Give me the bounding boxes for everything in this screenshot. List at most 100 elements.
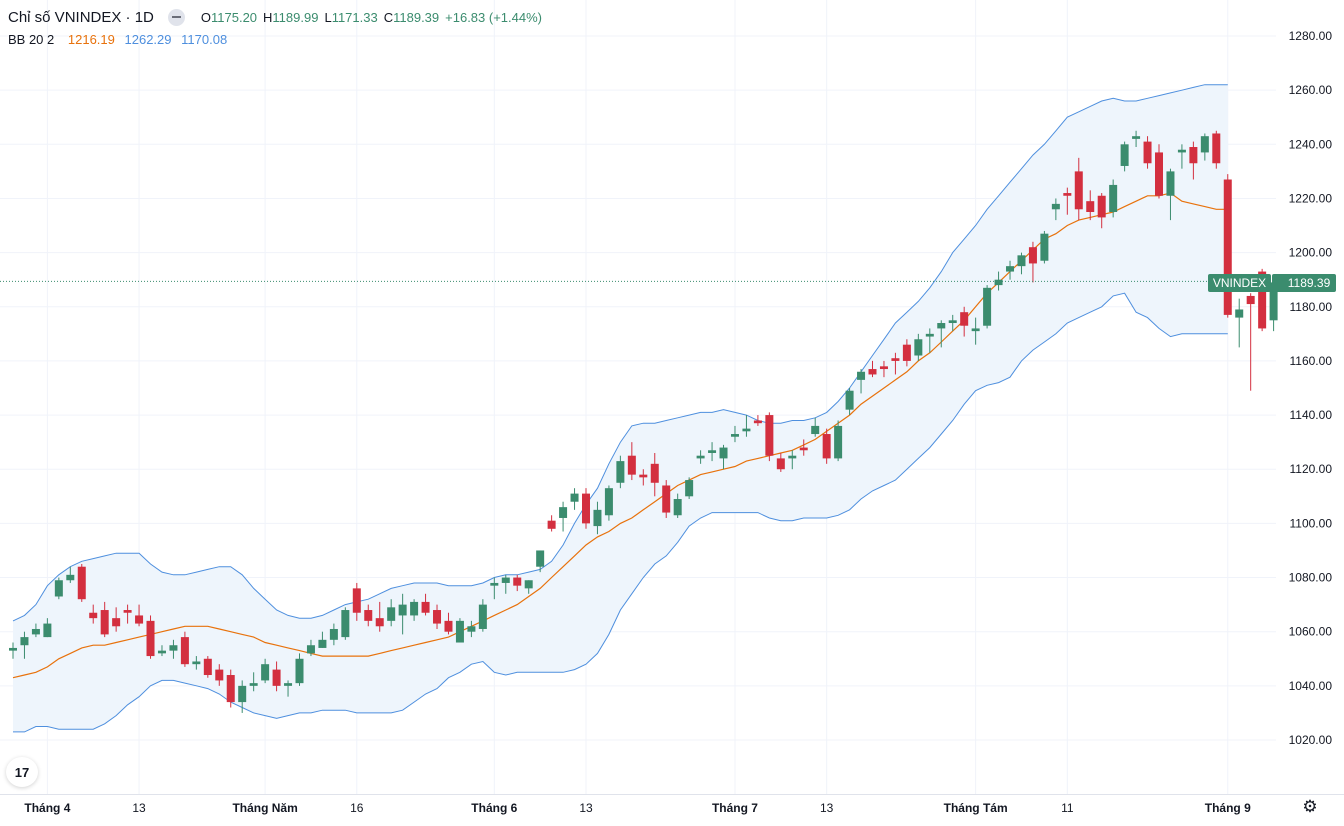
candle-body [410, 601, 419, 616]
candle-body [708, 450, 717, 453]
candle [157, 645, 166, 657]
candle [1177, 144, 1186, 169]
candle-body [822, 434, 831, 459]
candle [547, 515, 556, 532]
candle-body [455, 620, 464, 643]
candle [478, 599, 487, 632]
gear-icon[interactable]: ⚙ [1302, 797, 1318, 816]
candle-body [192, 661, 201, 665]
candle [295, 653, 304, 686]
candle-body [879, 366, 888, 370]
candle-body [1074, 171, 1083, 210]
candle-body [341, 610, 350, 638]
candle-body [730, 434, 739, 437]
candle [524, 580, 533, 594]
candle [284, 680, 293, 697]
candle [226, 669, 235, 708]
indicator-label: BB 20 2 [8, 32, 55, 47]
candle-body [1155, 152, 1163, 196]
candle-body [89, 612, 98, 619]
candle-body [811, 425, 820, 435]
candle-body [284, 683, 293, 686]
candle-body [914, 339, 923, 356]
candle [673, 493, 682, 518]
x-tick-label: 13 [820, 801, 834, 815]
candle [730, 425, 739, 443]
candle-body [1246, 295, 1255, 305]
indicator-middle-value: 1216.19 [67, 32, 115, 47]
candle [89, 604, 98, 624]
candle [719, 444, 728, 470]
candle [1120, 141, 1129, 172]
candle-body [799, 447, 808, 451]
candle-body [1235, 309, 1244, 318]
minus-icon[interactable] [167, 8, 185, 26]
candle [925, 328, 934, 353]
candle-body [398, 604, 407, 616]
candle [559, 501, 568, 532]
candle [994, 271, 1003, 291]
candle-body [112, 618, 121, 627]
candle-body [31, 628, 40, 635]
y-tick-label: 1140.00 [1290, 408, 1333, 422]
candle [329, 623, 338, 646]
candle [811, 417, 820, 437]
candle [169, 639, 178, 659]
candle-body [329, 628, 338, 640]
candle-body [753, 420, 762, 424]
candle [100, 601, 109, 638]
candle [1063, 187, 1072, 215]
candle-body [433, 610, 442, 624]
y-tick-label: 1260.00 [1289, 83, 1333, 97]
candle-body [971, 328, 980, 332]
candle [765, 412, 774, 462]
close-label: C [383, 9, 394, 25]
candle [1006, 260, 1015, 280]
candle-body [925, 333, 934, 337]
candle-body [570, 493, 579, 502]
candle [513, 574, 522, 592]
candle [902, 339, 911, 367]
candle [318, 631, 327, 648]
candle-body [868, 369, 877, 375]
candle-body [318, 639, 327, 648]
candle [146, 615, 155, 659]
candle [203, 656, 212, 678]
candle [845, 388, 854, 416]
candle-body [387, 607, 396, 621]
candle [398, 593, 407, 635]
y-tick-label: 1220.00 [1289, 191, 1333, 205]
candle-body [937, 323, 946, 329]
tradingview-logo-icon[interactable]: 17 [6, 757, 38, 787]
y-tick-label: 1060.00 [1289, 625, 1333, 639]
candle-body [948, 320, 957, 324]
candle-body [215, 669, 224, 681]
candles [9, 130, 1278, 713]
candle [306, 639, 315, 657]
y-tick-label: 1100.00 [1290, 516, 1333, 530]
candle [387, 599, 396, 627]
candle-body [1097, 195, 1106, 218]
candle-body [685, 480, 694, 497]
candle-body [902, 344, 911, 361]
candle-body [1063, 193, 1072, 196]
price-axis[interactable]: 1020.00 1040.00 1060.00 1080.00 1100.00 1120.… [1289, 29, 1333, 747]
candle-body [834, 425, 843, 459]
candle-body [547, 520, 556, 529]
legend-header: Chỉ số VNINDEX · 1D O 1175.20 H 1189.99 … [8, 7, 542, 27]
candle [123, 604, 132, 624]
price-tag-value: 1189.39 [1288, 276, 1331, 290]
time-axis[interactable]: Tháng 4 13 Tháng Năm 16 Tháng 6 13 Tháng 7 13 Th… [24, 801, 1251, 815]
candle [433, 604, 442, 629]
price-tag: VNINDEX 1189.39 [1208, 274, 1336, 292]
candle [1155, 144, 1163, 199]
candle [1017, 252, 1026, 275]
candle [9, 642, 17, 659]
x-tick-label: Tháng Năm [232, 801, 297, 815]
indicator-legend[interactable]: BB 20 2 1216.19 1262.29 1170.08 [8, 32, 227, 47]
candle-body [845, 390, 854, 410]
candle [891, 352, 900, 375]
candle-body [1132, 136, 1141, 139]
candle [375, 601, 384, 632]
